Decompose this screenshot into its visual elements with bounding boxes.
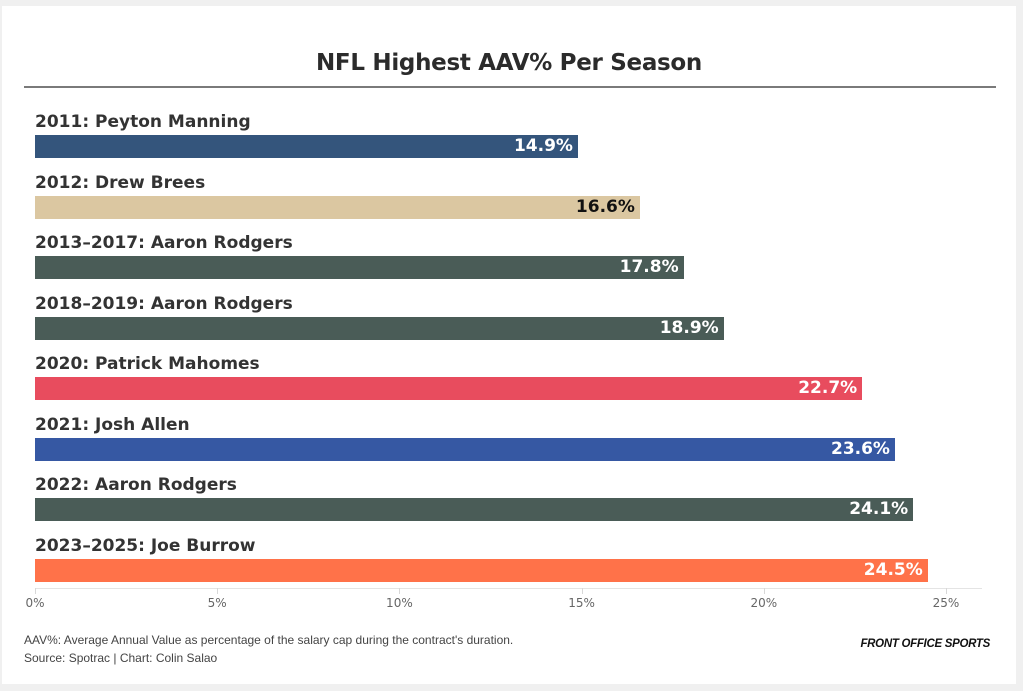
- bar-value-label: 24.5%: [863, 559, 923, 580]
- footnote: AAV%: Average Annual Value as percentage…: [24, 631, 513, 667]
- x-axis-tick: [946, 588, 947, 594]
- bar-value-label: 17.8%: [619, 257, 679, 277]
- bar: [35, 135, 578, 158]
- bar: [35, 256, 684, 279]
- x-axis-tick: [35, 588, 36, 594]
- x-axis-tick: [217, 588, 219, 594]
- bar-category-label: 2021: Josh Allen: [35, 414, 190, 435]
- plot-area: 2011: Peyton Manning 14.9% 2012: Drew Bree…: [2, 6, 1016, 684]
- bar: [35, 377, 863, 400]
- bar: [35, 498, 914, 521]
- title-divider: [24, 86, 996, 88]
- chart-card: NFL Highest AAV% Per Season 2011: Peyton…: [2, 6, 1016, 684]
- x-axis-tick: [763, 588, 765, 594]
- x-axis-tick-label: 5%: [207, 596, 227, 610]
- x-axis-tick: [581, 588, 583, 594]
- bar-category-label: 2011: Peyton Manning: [35, 112, 251, 132]
- bar-value-label: 24.1%: [849, 499, 909, 519]
- x-axis-line: [35, 588, 983, 589]
- bar-category-label: 2023–2025: Joe Burrow: [35, 535, 256, 556]
- x-axis-tick-label: 10%: [386, 596, 413, 610]
- bar-category-label: 2012: Drew Brees: [35, 172, 206, 193]
- source-credit: Source: Spotrac | Chart: Colin Salao: [24, 651, 218, 665]
- x-axis-tick-label: 20%: [750, 596, 778, 610]
- x-axis-tick-label: 25%: [932, 596, 960, 610]
- bar-value-label: 16.6%: [575, 196, 635, 217]
- bar-value-label: 14.9%: [513, 136, 573, 156]
- bar: [35, 195, 640, 219]
- bar-category-label: 2020: Patrick Mahomes: [35, 354, 260, 374]
- bar-value-label: 22.7%: [798, 378, 858, 398]
- x-axis-tick-label: 0%: [25, 596, 45, 610]
- bar-value-label: 18.9%: [659, 317, 719, 338]
- bar: [35, 316, 724, 340]
- bar: [35, 558, 928, 582]
- bar: [35, 437, 895, 461]
- definition-note: AAV%: Average Annual Value as percentage…: [24, 633, 514, 647]
- bar-value-label: 23.6%: [830, 438, 890, 459]
- x-axis-tick-label: 15%: [568, 596, 595, 610]
- bar-category-label: 2013–2017: Aaron Rodgers: [35, 233, 293, 253]
- x-axis-tick: [399, 588, 401, 594]
- bar-category-label: 2022: Aaron Rodgers: [35, 475, 237, 495]
- bar-category-label: 2018–2019: Aaron Rodgers: [35, 293, 293, 314]
- brand-logo: FRONT OFFICE SPORTS: [860, 638, 990, 650]
- chart-title: NFL Highest AAV% Per Season: [315, 50, 703, 76]
